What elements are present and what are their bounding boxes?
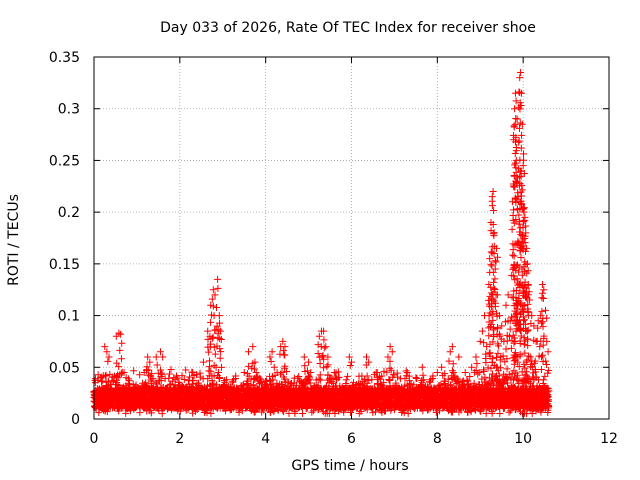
data-point — [147, 409, 155, 417]
data-point — [232, 372, 240, 380]
data-point — [191, 407, 199, 415]
data-point — [103, 408, 111, 416]
data-point — [295, 373, 303, 381]
data-point — [285, 409, 293, 417]
data-point — [292, 381, 300, 389]
data-point — [207, 409, 215, 417]
data-point — [331, 410, 339, 418]
data-point — [306, 379, 314, 387]
data-point — [148, 370, 156, 378]
data-point — [276, 370, 284, 378]
data-point — [167, 365, 175, 373]
data-point — [182, 366, 190, 374]
data-point — [240, 381, 248, 389]
data-point — [174, 374, 182, 382]
data-point — [324, 371, 332, 379]
data-point — [291, 409, 299, 417]
data-point — [165, 374, 173, 382]
data-point — [253, 373, 261, 381]
data-point — [308, 408, 316, 416]
data-point — [306, 373, 314, 381]
data-point — [113, 372, 121, 380]
data-point — [186, 373, 194, 381]
data-point — [158, 410, 166, 418]
data-point — [169, 377, 177, 385]
data-point — [340, 408, 348, 416]
data-point — [302, 380, 310, 388]
data-point — [204, 375, 212, 383]
data-point — [147, 377, 155, 385]
data-point — [157, 377, 165, 385]
data-point — [115, 407, 123, 415]
data-point — [189, 376, 197, 384]
data-point — [278, 368, 286, 376]
data-point — [149, 374, 157, 382]
data-point — [257, 376, 265, 384]
chart-title: Day 033 of 2026, Rate Of TEC Index for r… — [160, 20, 536, 36]
data-point — [222, 376, 230, 384]
data-point — [153, 380, 161, 388]
data-point — [315, 375, 323, 383]
data-point — [98, 377, 106, 385]
data-point — [299, 410, 307, 418]
data-point — [130, 367, 138, 375]
data-point — [193, 371, 201, 379]
data-point — [328, 374, 336, 382]
data-points — [90, 69, 553, 418]
data-point — [342, 376, 350, 384]
data-point — [195, 381, 203, 389]
data-point — [178, 372, 186, 380]
data-point — [180, 376, 188, 384]
data-point — [108, 377, 116, 385]
data-point — [102, 371, 110, 379]
data-point — [142, 379, 150, 387]
data-point — [209, 380, 217, 388]
data-point — [222, 407, 230, 415]
data-point — [97, 378, 105, 386]
data-point — [344, 372, 352, 380]
data-point — [157, 369, 165, 377]
data-point — [166, 370, 174, 378]
data-point — [136, 371, 144, 379]
data-point — [203, 409, 211, 417]
